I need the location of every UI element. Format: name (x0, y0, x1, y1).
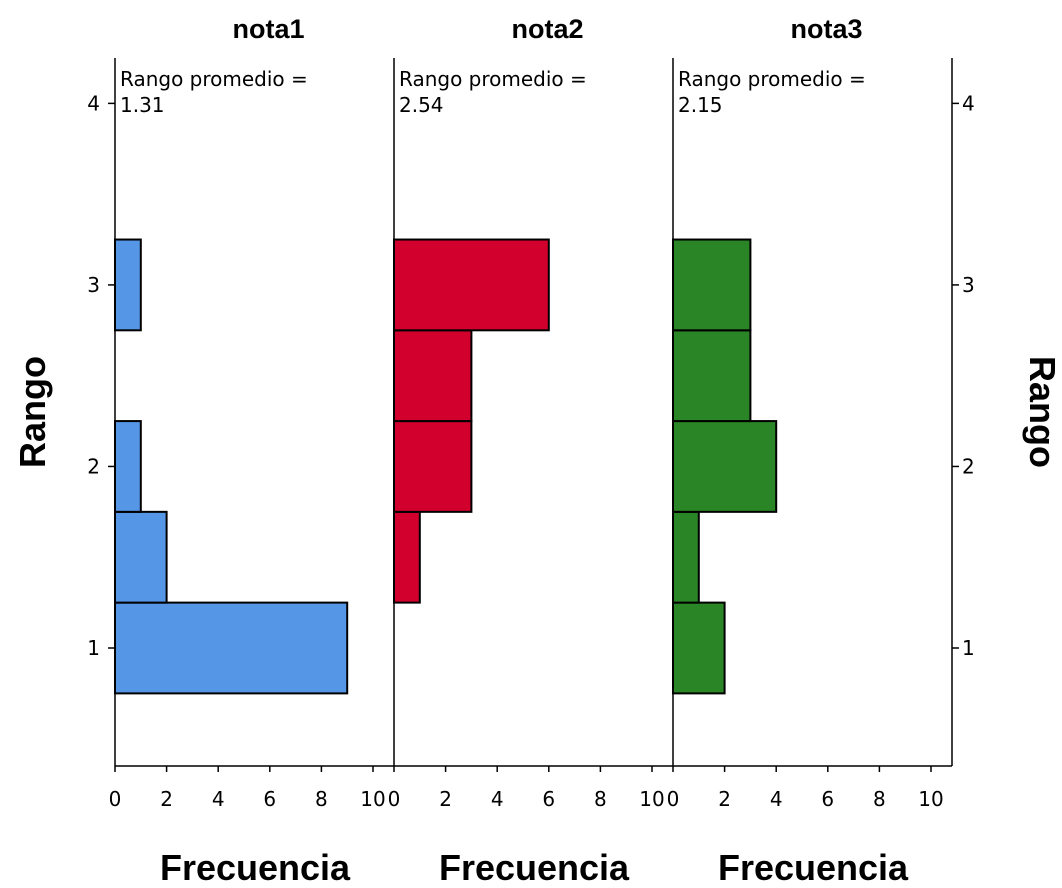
x-tick-label: 8 (594, 787, 607, 811)
histogram-bar (672, 329, 752, 423)
x-tick-label: 10 (639, 787, 664, 811)
x-tick-label: 0 (109, 787, 122, 811)
panel-title: nota2 (511, 14, 583, 44)
histogram-bar (672, 420, 778, 513)
y-tick-label-right: 1 (962, 636, 975, 660)
x-axis-title: Frecuencia (718, 847, 909, 888)
histogram-bar (672, 510, 700, 604)
mean-rank-label: Rango promedio = (399, 67, 587, 91)
y-tick-label-left: 3 (87, 273, 100, 297)
x-tick-label: 2 (160, 787, 173, 811)
x-tick-label: 4 (491, 787, 504, 811)
panel-nota2: nota2 Rango promedio =2.54 0 2 4 6 8 10 Frecuenc… (388, 14, 665, 888)
x-tick-label: 8 (873, 787, 886, 811)
y-tick-label-left: 2 (87, 454, 100, 478)
histogram-bar (393, 420, 473, 513)
mean-rank-value: 2.54 (399, 93, 444, 117)
mean-rank-value: 2.15 (678, 93, 723, 117)
x-tick-label: 6 (821, 787, 834, 811)
panel-title: nota3 (790, 14, 862, 44)
histogram-bar (672, 238, 752, 332)
x-tick-label: 2 (439, 787, 452, 811)
y-axis-title-left: Rango (12, 356, 53, 468)
x-tick-label: 4 (770, 787, 783, 811)
x-tick-label: 0 (388, 787, 401, 811)
histogram-bar (114, 601, 349, 695)
y-tick-label-right: 3 (962, 273, 975, 297)
x-axis-title: Frecuencia (439, 847, 630, 888)
mean-rank-label: Rango promedio = (678, 67, 866, 91)
y-tick-label-right: 4 (962, 91, 975, 115)
x-tick-label: 2 (718, 787, 731, 811)
x-tick-label: 6 (263, 787, 276, 811)
histogram-bar (393, 510, 421, 604)
x-tick-label: 0 (667, 787, 680, 811)
y-axis-title-right: Rango (1022, 356, 1062, 468)
x-tick-label: 10 (360, 787, 385, 811)
y-tick-label-left: 4 (87, 91, 100, 115)
histogram-bar (114, 510, 168, 604)
axes-layer: 1 1 2 2 3 3 4 4 (87, 58, 975, 767)
x-tick-label: 10 (918, 787, 943, 811)
mean-rank-label: Rango promedio = (120, 67, 308, 91)
y-tick-label-left: 1 (87, 636, 100, 660)
x-tick-label: 4 (212, 787, 225, 811)
histogram-bar (672, 601, 726, 695)
histogram-bar (393, 238, 550, 332)
y-tick-label-right: 2 (962, 454, 975, 478)
histogram-bar (393, 329, 473, 423)
x-tick-label: 6 (542, 787, 555, 811)
panel-nota3: nota3 Rango promedio =2.15 0 2 4 6 8 10 Frecuenc… (667, 14, 944, 888)
mean-rank-value: 1.31 (120, 93, 165, 117)
panel-title: nota1 (232, 14, 304, 44)
x-tick-label: 8 (315, 787, 328, 811)
panel-nota1: nota1 Rango promedio =1.31 0 2 4 6 8 10 Frecuenc… (109, 14, 386, 888)
histogram-bar (114, 238, 142, 332)
x-axis-title: Frecuencia (160, 847, 351, 888)
histogram-bar (114, 420, 142, 513)
